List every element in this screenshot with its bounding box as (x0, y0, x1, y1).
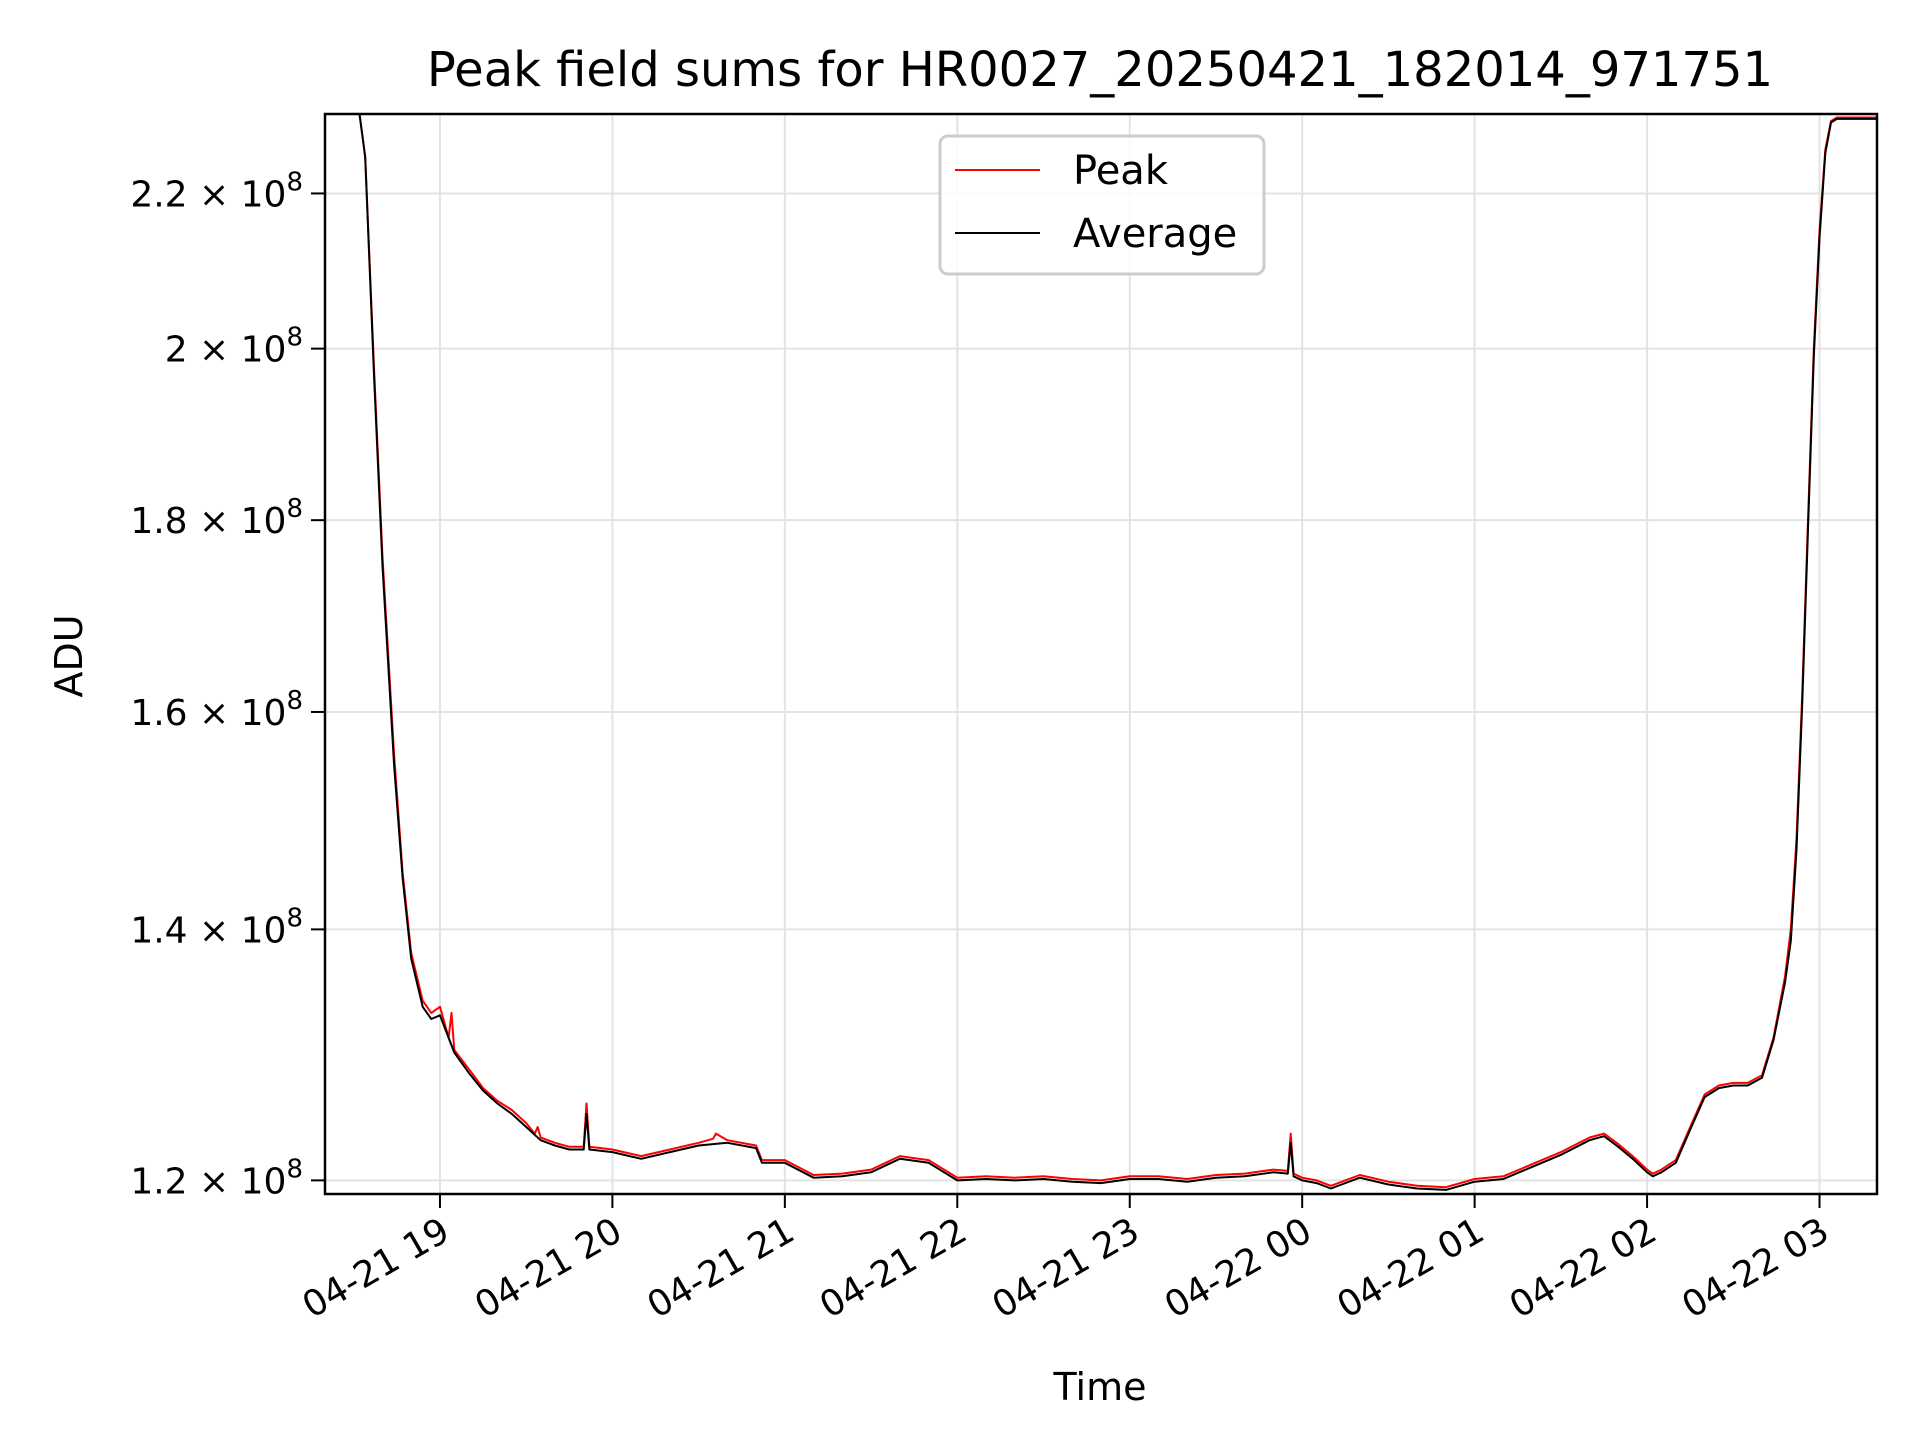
x-axis-label: Time (1053, 1365, 1147, 1409)
y-tick-label: 2.2 × 108 (130, 167, 303, 215)
chart-title: Peak field sums for HR0027_20250421_1820… (427, 42, 1773, 98)
plot-frame (323, 112, 1879, 1196)
axes (323, 112, 1879, 1196)
legend-entry-peak: Peak (1073, 148, 1169, 194)
y-tick-label: 1.8 × 108 (130, 494, 303, 542)
legend: Peak Average (938, 134, 1266, 276)
y-tick-label: 1.2 × 108 (130, 1154, 303, 1202)
y-axis-ticks: 1.2 × 108 1.4 × 108 1.6 × 108 1.8 × 108 2 × … (130, 167, 325, 1202)
series-line-average (358, 114, 1877, 1191)
y-tick-label: 1.6 × 108 (130, 686, 303, 734)
series-layer (358, 114, 1877, 1191)
y-tick-label: 2 × 108 (165, 323, 303, 371)
series-line-peak (358, 114, 1877, 1189)
y-axis-label: ADU (47, 614, 91, 697)
y-tick-label: 1.4 × 108 (130, 903, 303, 951)
legend-entry-average: Average (1073, 211, 1237, 257)
